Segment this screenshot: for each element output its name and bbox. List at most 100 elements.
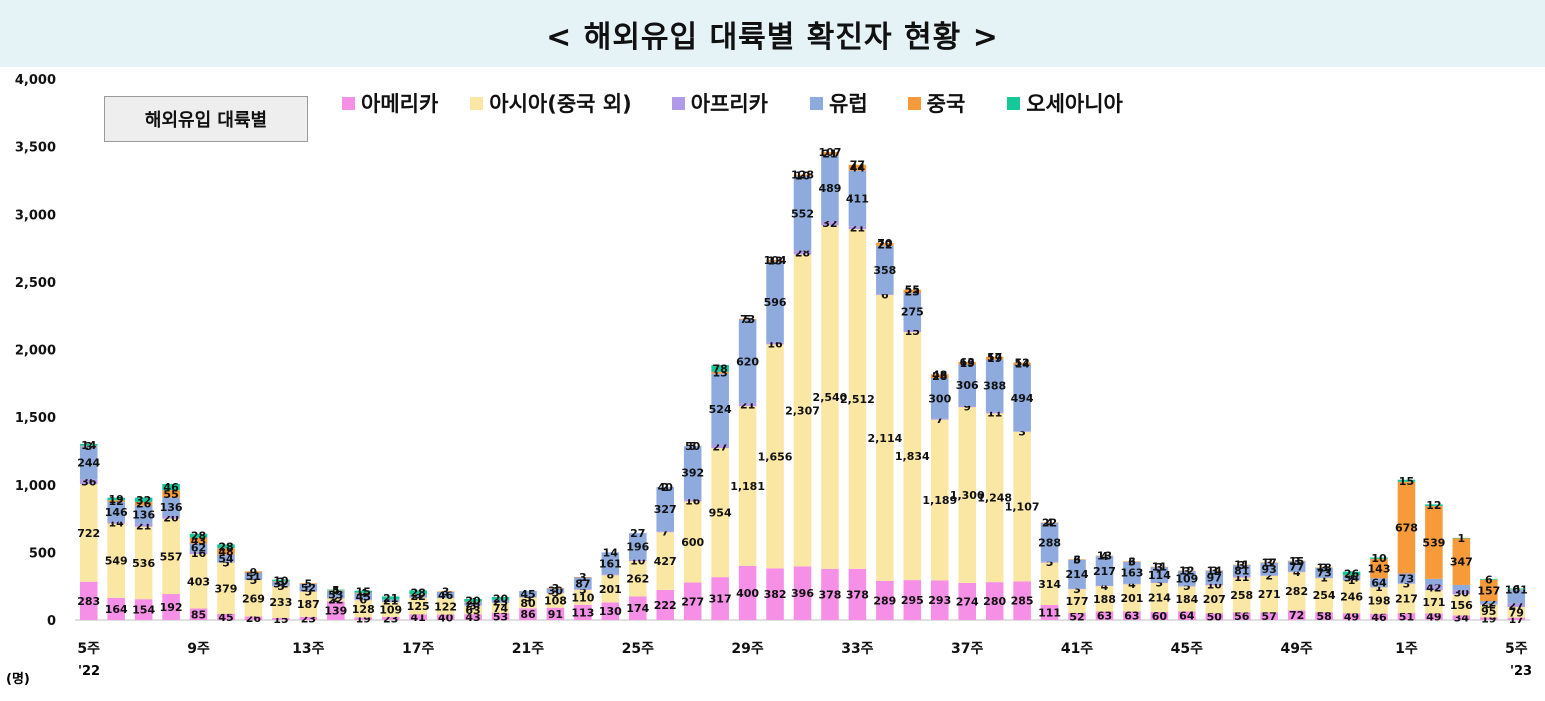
data-label: 549: [105, 555, 128, 568]
bar-segment-america: [1205, 613, 1224, 620]
bar-segment-africa: [1095, 585, 1114, 587]
bar-segment-china: [1315, 567, 1333, 568]
y-tick-label: 2,500: [15, 276, 56, 291]
data-label: 46: [163, 481, 179, 494]
bar-segment-oceania: [217, 544, 235, 549]
bar-segment-asia: [628, 561, 647, 597]
bar-segment-asia: [519, 597, 537, 609]
bar-segment-europe: [244, 572, 263, 580]
bar-segment-oceania: [1425, 504, 1443, 506]
bar-segment-america: [1425, 613, 1443, 620]
bar-segment-america: [217, 613, 235, 620]
data-label: 400: [736, 587, 759, 600]
data-label: 3: [85, 440, 93, 453]
bar-segment-america: [1370, 613, 1388, 620]
data-label: 164: [105, 603, 128, 616]
bar-segment-asia: [958, 407, 977, 583]
data-label: 77: [850, 159, 865, 172]
bar-segment-europe: [491, 599, 510, 603]
data-label: 104: [764, 254, 787, 267]
legend-item-america: 아메리카: [342, 88, 438, 118]
bar-segment-oceania: [1342, 571, 1361, 576]
bar-segment-asia: [491, 602, 510, 613]
bar-segment-oceania: [491, 597, 510, 600]
data-label: 49: [1344, 611, 1359, 624]
bar-segment-china: [1452, 538, 1471, 585]
data-label: 42: [1426, 581, 1441, 594]
y-tick-label: 1,000: [15, 479, 56, 494]
bar-segment-europe: [1425, 578, 1443, 585]
data-label: 109: [379, 604, 402, 617]
bar-segment-china: [272, 581, 290, 582]
y-tick-label: 0: [47, 614, 56, 629]
bar-segment-europe: [217, 554, 235, 562]
bar-segment-europe: [1315, 567, 1333, 578]
bar-segment-america: [930, 580, 949, 620]
data-label: 246: [1340, 591, 1363, 604]
bar-segment-asia: [1397, 583, 1416, 614]
x-tick-label: 37주: [951, 641, 983, 657]
data-label: 5: [250, 574, 258, 587]
bar-segment-america: [519, 608, 537, 620]
data-label: 55: [163, 488, 178, 501]
data-label: 14: [603, 546, 619, 559]
bar-segment-china: [189, 537, 208, 544]
data-label: 1: [1375, 581, 1383, 594]
bar-segment-china: [1480, 579, 1498, 601]
data-label: 10: [795, 169, 811, 182]
data-label: 3: [1293, 555, 1301, 568]
data-label: 19: [960, 357, 975, 370]
data-label: 19: [987, 352, 1002, 365]
bar-segment-europe: [1013, 364, 1031, 432]
data-label: 14: [1014, 358, 1030, 371]
bar-segment-africa: [985, 411, 1004, 414]
bar-segment-asia: [436, 598, 455, 615]
bar-segment-oceania: [1480, 578, 1498, 580]
data-label: 13: [1097, 550, 1112, 563]
bar-segment-europe: [683, 446, 702, 500]
data-label: 2: [332, 592, 340, 605]
data-label: 48: [932, 368, 947, 381]
data-label: 277: [681, 595, 704, 608]
bar-segment-america: [409, 614, 427, 620]
data-label: 43: [191, 535, 206, 548]
legend-label: 중국: [926, 92, 966, 116]
data-label: 954: [709, 507, 732, 520]
bar-segment-america: [848, 568, 867, 620]
data-label: 51: [246, 570, 261, 583]
legend-swatch: [907, 96, 921, 110]
data-label: 552: [791, 207, 814, 220]
data-label: 17: [1262, 556, 1277, 569]
data-label: 13: [767, 255, 782, 268]
bar-segment-oceania: [1370, 557, 1388, 559]
data-label: 188: [1093, 593, 1116, 606]
bar-segment-oceania: [354, 590, 373, 593]
bar-segment-africa: [299, 590, 318, 592]
data-label: 201: [1120, 592, 1143, 605]
bar-segment-africa: [930, 418, 949, 420]
data-label: 282: [1285, 585, 1308, 598]
bar-segment-europe: [930, 378, 949, 419]
data-label: 70: [877, 237, 893, 250]
data-label: 722: [77, 527, 100, 540]
data-label: 14: [1207, 564, 1223, 577]
bar-segment-america: [1287, 610, 1306, 620]
data-label: 136: [132, 509, 155, 522]
data-label: 295: [901, 594, 924, 607]
bar-segment-china: [574, 576, 592, 578]
bar-segment-america: [574, 604, 592, 620]
data-label: 91: [548, 608, 563, 621]
data-label: 113: [571, 606, 594, 619]
data-label: 93: [1262, 563, 1277, 576]
data-label: 184: [1175, 593, 1198, 606]
